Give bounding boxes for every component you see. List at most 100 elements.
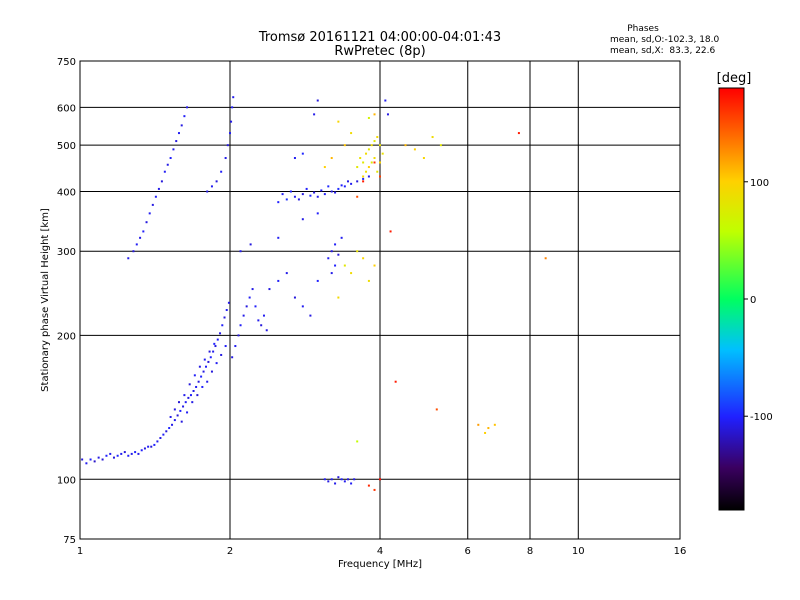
data-point xyxy=(305,187,308,190)
data-point xyxy=(353,478,356,481)
data-point xyxy=(323,166,326,169)
data-point xyxy=(180,124,183,127)
data-point xyxy=(277,201,280,204)
data-point xyxy=(309,194,312,197)
data-point xyxy=(221,324,224,327)
data-point xyxy=(493,423,496,426)
data-point xyxy=(173,419,176,422)
data-point xyxy=(130,452,133,455)
data-point xyxy=(182,405,185,408)
phases-x-stats: mean, sd,X: 83.3, 22.6 xyxy=(610,46,716,56)
data-point xyxy=(346,478,349,481)
data-point xyxy=(340,184,343,187)
data-point xyxy=(187,396,190,399)
data-point xyxy=(154,195,157,198)
data-point xyxy=(340,478,343,481)
data-point xyxy=(186,411,189,414)
data-point xyxy=(148,212,151,215)
data-point xyxy=(343,264,346,267)
data-point xyxy=(323,478,326,481)
data-point xyxy=(127,257,130,260)
data-point xyxy=(356,195,359,198)
x-tick-label: 4 xyxy=(377,546,383,557)
data-point xyxy=(359,157,362,160)
data-point xyxy=(208,350,211,353)
phases-o-stats: mean, sd,O:-102.3, 18.0 xyxy=(610,35,720,45)
data-point xyxy=(373,140,376,143)
data-point xyxy=(192,389,195,392)
data-point xyxy=(379,478,381,481)
y-tick-label: 400 xyxy=(57,187,76,198)
data-point xyxy=(370,161,373,164)
data-point xyxy=(239,250,242,253)
data-point xyxy=(220,353,223,356)
data-point xyxy=(362,175,365,178)
data-point xyxy=(367,279,370,282)
data-point xyxy=(176,414,179,417)
data-point xyxy=(175,140,178,143)
data-point xyxy=(127,454,130,457)
data-point xyxy=(210,185,213,188)
data-point xyxy=(97,456,100,459)
data-point xyxy=(183,115,186,118)
data-point xyxy=(179,409,182,412)
data-point xyxy=(356,440,359,443)
data-point xyxy=(334,264,337,267)
data-point xyxy=(379,161,381,164)
data-point xyxy=(389,230,392,233)
data-point xyxy=(142,230,145,233)
data-point xyxy=(384,99,387,102)
data-point xyxy=(85,462,88,465)
y-tick-label: 200 xyxy=(57,331,76,342)
data-point xyxy=(169,157,172,160)
data-point xyxy=(81,458,84,461)
data-point xyxy=(143,447,146,450)
data-point xyxy=(242,314,245,317)
colorbar-ticks: 100 0 -100 xyxy=(744,178,773,423)
data-point xyxy=(356,180,359,183)
data-point xyxy=(254,305,257,308)
data-point xyxy=(343,480,346,483)
data-point xyxy=(313,113,316,116)
data-point xyxy=(413,148,416,151)
x-tick-label: 1 xyxy=(77,546,83,557)
data-point xyxy=(123,451,126,454)
data-point xyxy=(116,454,119,457)
data-point xyxy=(134,451,137,454)
data-point xyxy=(214,345,217,348)
data-point xyxy=(316,212,319,215)
data-point xyxy=(171,423,174,426)
data-point xyxy=(153,443,156,446)
data-point xyxy=(224,345,227,348)
data-point xyxy=(140,449,143,452)
data-point xyxy=(200,375,203,378)
data-point xyxy=(484,431,487,434)
data-point xyxy=(157,187,160,190)
data-point xyxy=(301,218,304,221)
data-point xyxy=(231,356,234,359)
data-point xyxy=(265,329,268,332)
data-point xyxy=(330,478,333,481)
y-tick-label: 300 xyxy=(57,247,76,258)
data-point xyxy=(237,334,240,337)
phases-title: Phases xyxy=(627,24,659,34)
data-point xyxy=(260,324,263,327)
data-point xyxy=(109,452,112,455)
y-tick-label: 600 xyxy=(57,103,76,114)
data-point xyxy=(337,253,340,256)
data-point xyxy=(320,189,323,192)
data-point xyxy=(201,385,204,388)
data-point xyxy=(330,272,333,275)
data-point xyxy=(227,301,230,304)
y-tick-label: 500 xyxy=(57,141,76,152)
x-tick-labels: 1 2 4 6 8 10 16 xyxy=(77,546,687,557)
data-point xyxy=(346,180,349,183)
data-point xyxy=(220,170,223,173)
x-tick-label: 2 xyxy=(227,546,233,557)
data-point xyxy=(373,488,376,491)
data-point xyxy=(251,288,254,291)
data-point xyxy=(362,257,365,260)
data-point xyxy=(297,198,300,201)
data-point xyxy=(156,440,159,443)
